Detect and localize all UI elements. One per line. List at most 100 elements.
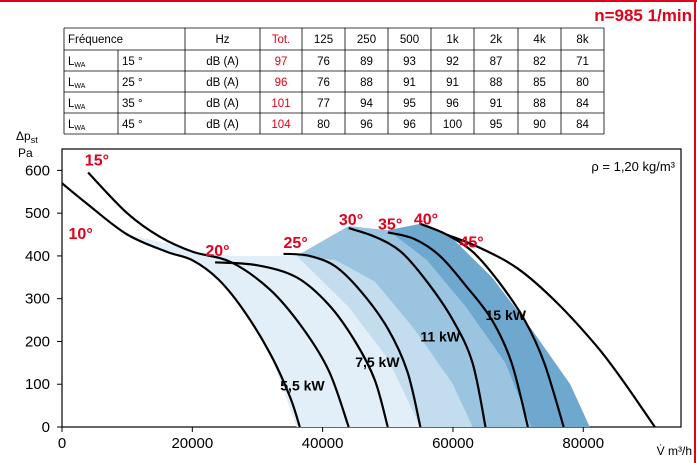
table-row-label: LWA (68, 98, 86, 111)
table-cell: 84 (576, 98, 589, 110)
table-header-col: 2k (490, 34, 502, 46)
y-tick-label: 300 (25, 291, 50, 308)
table-cell: 80 (317, 119, 330, 131)
x-tick-label: 0 (58, 435, 66, 452)
table-row-tot: 96 (275, 77, 288, 89)
table-row-unit: dB (A) (206, 56, 239, 68)
table-cell: 94 (360, 98, 373, 110)
table-cell: 95 (403, 98, 416, 110)
table-row-label: LWA (68, 56, 86, 69)
table-cell: 96 (360, 119, 373, 131)
speed-label: n=985 1/min (594, 6, 692, 25)
table-cell: 77 (317, 98, 330, 110)
y-axis-label: Δpst (16, 129, 38, 145)
y-tick-label: 500 (25, 205, 50, 222)
angle-label: 20° (205, 243, 229, 260)
power-label: 15 kW (486, 307, 527, 323)
table-cell: 88 (490, 77, 503, 89)
table-header-col: 8k (576, 34, 588, 46)
table-row-angle: 45 ° (122, 119, 143, 131)
table-header-col: 125 (314, 34, 333, 46)
curve-20deg (215, 261, 389, 428)
table-cell: 91 (446, 77, 459, 89)
table-header-tot: Tot. (272, 34, 291, 46)
table-header-col: 500 (400, 34, 419, 46)
y-tick-label: 100 (25, 376, 50, 393)
x-tick-label: 80000 (562, 435, 604, 452)
angle-label: 40° (414, 211, 438, 228)
table-row-angle: 35 ° (122, 98, 143, 110)
density-note: ρ = 1,20 kg/m³ (591, 159, 675, 174)
curve-45deg (445, 233, 656, 428)
table-cell: 71 (576, 56, 589, 68)
table-row-label-sub: WA (74, 83, 85, 90)
angle-label: 30° (339, 212, 363, 229)
table-cell: 84 (576, 119, 589, 131)
table-header-col: Hz (215, 34, 229, 46)
table-cell: 96 (446, 98, 459, 110)
table-cell: 93 (403, 56, 416, 68)
y-tick-label: 600 (25, 162, 50, 179)
table-row-unit: dB (A) (206, 119, 239, 131)
table-cell: 90 (533, 119, 546, 131)
table-row-angle: 15 ° (122, 56, 143, 68)
table-cell: 80 (576, 77, 589, 89)
y-axis-unit: Pa (18, 146, 33, 160)
table-row-tot: 104 (271, 119, 291, 131)
y-tick-label: 0 (42, 419, 50, 436)
x-tick-label: 20000 (171, 435, 213, 452)
curve-30deg (348, 227, 487, 428)
table-cell: 89 (360, 56, 373, 68)
table-cell: 76 (317, 56, 330, 68)
x-tick-label: 40000 (302, 435, 344, 452)
angle-label: 35° (378, 216, 402, 233)
table-cell: 91 (403, 77, 416, 89)
table-cell: 96 (403, 119, 416, 131)
curve-35deg (387, 231, 529, 428)
table-header-frequence: Fréquence (68, 34, 123, 46)
table-row-angle: 25 ° (122, 77, 143, 89)
table-cell: 95 (490, 119, 503, 131)
table-cell: 85 (533, 77, 546, 89)
power-zone (231, 255, 473, 427)
angle-label: 45° (459, 234, 483, 251)
table-cell: 76 (317, 77, 330, 89)
table-cell: 91 (490, 98, 503, 110)
table-header-col: 1k (446, 34, 458, 46)
table-cell: 87 (490, 56, 503, 68)
table-header-col: 250 (357, 34, 376, 46)
x-tick-label: 60000 (432, 435, 474, 452)
table-row-unit: dB (A) (206, 77, 239, 89)
power-zone (348, 223, 590, 427)
power-zone (296, 226, 532, 427)
angle-label: 10° (69, 226, 93, 243)
table-cell: 82 (533, 56, 546, 68)
table-row-label-sub: WA (74, 125, 85, 132)
table-header-col: 4k (533, 34, 545, 46)
table-row-label: LWA (68, 77, 86, 90)
table-row-label-sub: WA (74, 62, 85, 69)
table-cell: 88 (360, 77, 373, 89)
power-label: 11 kW (420, 328, 460, 344)
power-label: 5,5 kW (280, 378, 325, 394)
table-cell: 100 (443, 119, 462, 131)
table-row-unit: dB (A) (206, 98, 239, 110)
angle-label: 15° (85, 152, 109, 169)
curve-25deg (283, 252, 422, 428)
x-axis-label: V̇ m³/h (657, 444, 692, 458)
y-axis-label-sub: st (31, 135, 39, 145)
power-label: 7,5 kW (355, 354, 400, 370)
y-tick-label: 200 (25, 333, 50, 350)
table-row-label-sub: WA (74, 104, 85, 111)
curve-10deg (61, 182, 301, 428)
noise-table: Fréquence Hz Tot. 125 250 500 1k 2k 4k 8k LWA 15 ° d… (63, 27, 605, 135)
table-row-tot: 101 (271, 98, 290, 110)
table-row-tot: 97 (275, 56, 288, 68)
pressure-volume-chart: 0 20000 40000 60000 80000 0 100 200 300 400 500 600… (16, 129, 692, 458)
angle-label: 25° (284, 235, 308, 252)
table-row-label: LWA (68, 119, 86, 132)
table-cell: 88 (533, 98, 546, 110)
y-tick-label: 400 (25, 248, 50, 265)
